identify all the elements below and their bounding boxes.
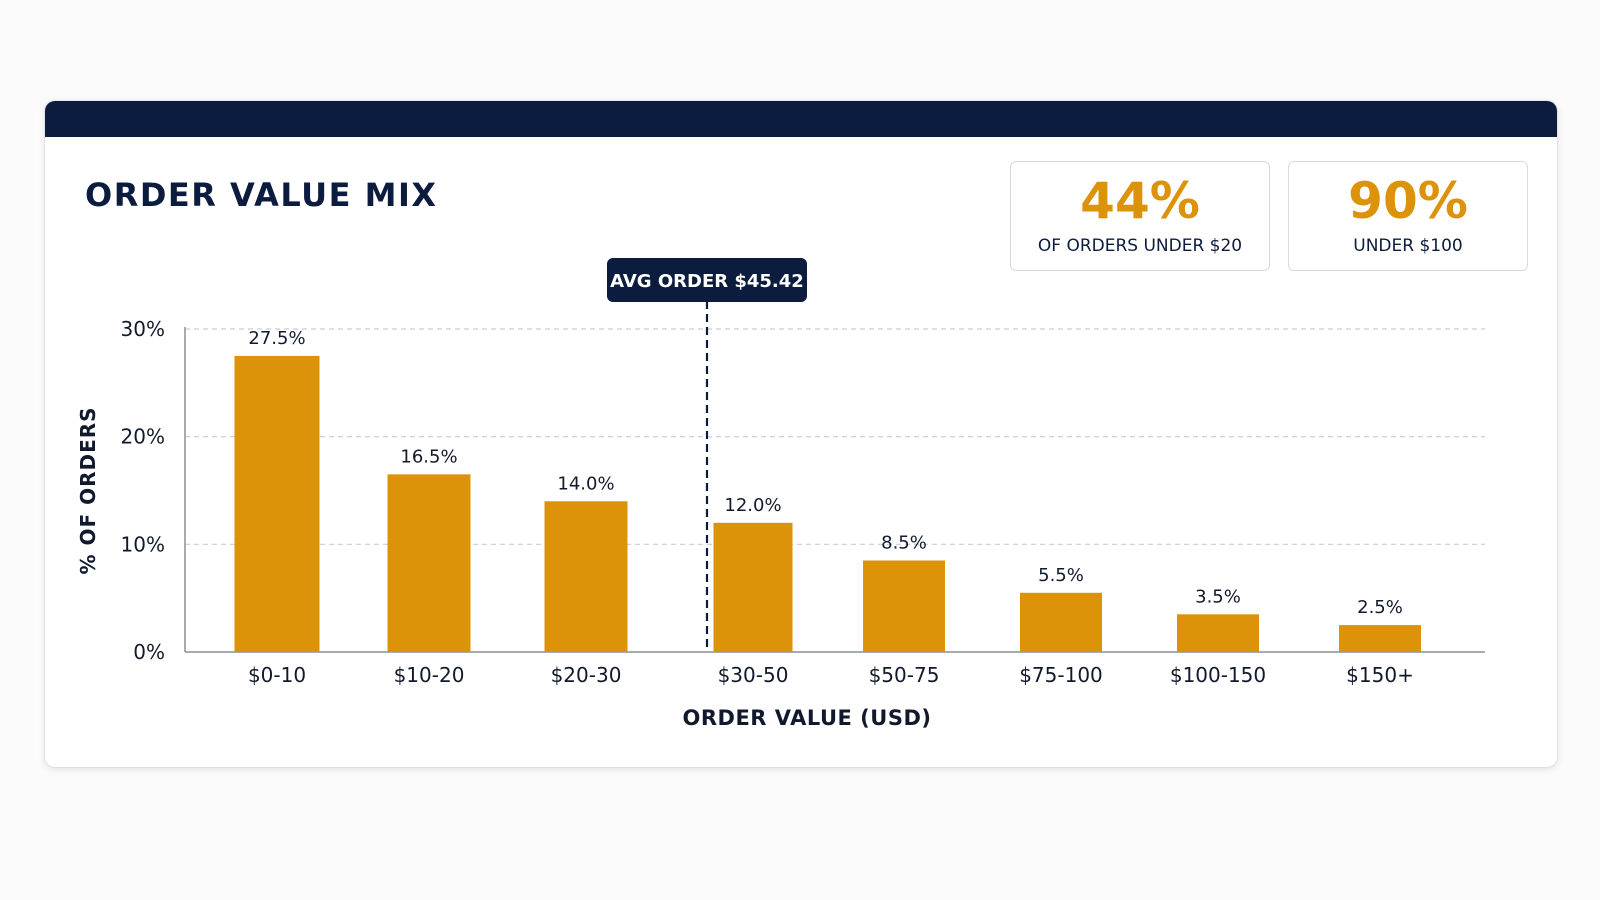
chart-card: ORDER VALUE MIX 44% OF ORDERS UNDER $20 … xyxy=(45,101,1557,767)
stat-label: UNDER $100 xyxy=(1353,236,1463,256)
average-badge-label: AVG ORDER $45.42 xyxy=(610,271,804,292)
stat-card-under-100: 90% UNDER $100 xyxy=(1288,161,1528,271)
stat-label: OF ORDERS UNDER $20 xyxy=(1037,236,1243,256)
bar xyxy=(544,501,628,652)
data-label: 3.5% xyxy=(1195,586,1241,607)
average-badge xyxy=(607,258,807,302)
bar xyxy=(1020,592,1102,652)
data-label: 14.0% xyxy=(557,473,614,494)
x-tick-label: $30-50 xyxy=(718,663,789,687)
x-tick-label: $150+ xyxy=(1346,663,1414,687)
bar xyxy=(387,474,471,652)
data-label: 16.5% xyxy=(400,446,457,467)
stat-card-under-20: 44% OF ORDERS UNDER $20 xyxy=(1010,161,1270,271)
bar xyxy=(863,560,945,652)
y-tick-label: 20% xyxy=(121,425,165,449)
y-tick-label: 0% xyxy=(133,640,165,664)
bar xyxy=(1177,614,1259,652)
bar xyxy=(1339,625,1421,652)
stat-value: 44% xyxy=(1080,172,1200,230)
bar xyxy=(713,522,793,652)
y-tick-label: 10% xyxy=(121,532,165,556)
data-label: 27.5% xyxy=(248,328,305,349)
chart-title: ORDER VALUE MIX xyxy=(85,176,438,214)
data-label: 5.5% xyxy=(1038,565,1084,586)
data-label: 2.5% xyxy=(1357,597,1403,618)
x-tick-label: $20-30 xyxy=(551,663,622,687)
x-tick-label: $75-100 xyxy=(1019,663,1103,687)
stat-value: 90% xyxy=(1348,172,1468,230)
x-tick-label: $100-150 xyxy=(1170,663,1266,687)
data-label: 12.0% xyxy=(724,495,781,516)
bar-chart: 0% 10% 20% 30% % OF ORDERS 27.5% $0-10 16.5% $10… xyxy=(76,258,1485,730)
y-axis-title: % OF ORDERS xyxy=(76,406,100,574)
x-tick-label: $0-10 xyxy=(248,663,306,687)
x-tick-label: $10-20 xyxy=(394,663,465,687)
x-tick-label: $50-75 xyxy=(869,663,940,687)
x-axis-title: ORDER VALUE (USD) xyxy=(682,706,931,730)
data-label: 8.5% xyxy=(881,532,927,553)
bar xyxy=(234,355,320,652)
card-header-bar xyxy=(45,101,1557,137)
y-tick-label: 30% xyxy=(121,317,165,341)
